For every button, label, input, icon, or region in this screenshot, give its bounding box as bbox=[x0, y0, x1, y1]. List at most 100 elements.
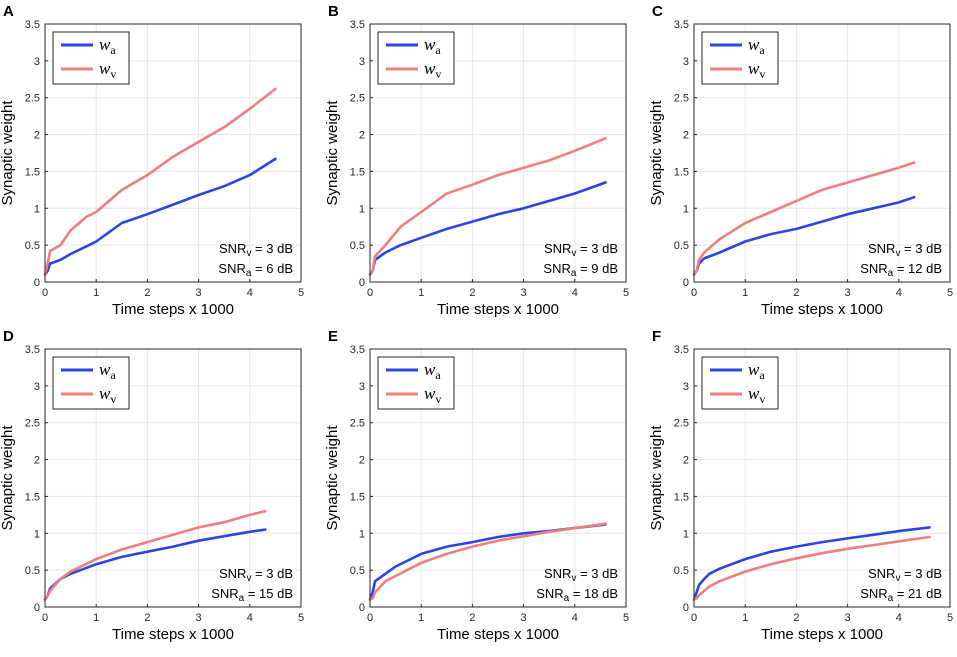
y-tick-label: 1.5 bbox=[674, 166, 689, 178]
x-tick-label: 3 bbox=[521, 287, 527, 299]
snr-value: = 21 dB bbox=[893, 586, 942, 601]
snr-prefix: SNR bbox=[868, 566, 895, 581]
x-tick-label: 3 bbox=[845, 612, 851, 624]
snr-value: = 3 dB bbox=[900, 566, 942, 581]
snr-line: SNRv = 3 dB bbox=[868, 566, 942, 584]
snr-line: SNRa = 21 dB bbox=[860, 586, 942, 604]
y-tick-label: 2.5 bbox=[350, 93, 365, 105]
legend-box bbox=[52, 31, 130, 85]
series-line-w-a bbox=[43, 528, 267, 601]
y-tick-label: 2 bbox=[34, 455, 40, 467]
snr-value: = 15 dB bbox=[244, 586, 293, 601]
y-axis-label: Synaptic weight bbox=[648, 425, 665, 531]
x-tick-label: 0 bbox=[367, 612, 373, 624]
y-tick-label: 0 bbox=[359, 602, 365, 614]
x-tick-label: 2 bbox=[793, 612, 799, 624]
snr-value: = 18 dB bbox=[569, 586, 618, 601]
y-tick-label: 3.5 bbox=[674, 19, 689, 31]
x-axis-label: Time steps x 1000 bbox=[437, 301, 559, 318]
snr-prefix: SNR bbox=[544, 241, 571, 256]
panel-letter: E bbox=[328, 328, 338, 345]
y-tick-label: 3 bbox=[359, 381, 365, 393]
series-line-w-v bbox=[368, 522, 607, 601]
legend-label-subscript: a bbox=[435, 43, 441, 57]
y-tick-label: 3 bbox=[34, 381, 40, 393]
y-tick-label: 3 bbox=[34, 56, 40, 68]
y-tick-label: 1.5 bbox=[350, 491, 365, 503]
y-axis-label: Synaptic weight bbox=[324, 100, 341, 206]
x-tick-label: 0 bbox=[691, 612, 697, 624]
snr-value: = 3 dB bbox=[251, 241, 293, 256]
y-tick-label: 3 bbox=[359, 56, 365, 68]
x-tick-label: 4 bbox=[572, 612, 578, 624]
legend-label-subscript: a bbox=[759, 43, 765, 57]
snr-line: SNRa = 15 dB bbox=[211, 586, 293, 604]
y-tick-label: 0 bbox=[683, 277, 689, 289]
x-tick-label: 5 bbox=[298, 612, 304, 624]
y-tick-label: 1.5 bbox=[25, 491, 40, 503]
series-line-w-v bbox=[43, 509, 267, 601]
x-axis-label: Time steps x 1000 bbox=[761, 626, 883, 643]
snr-line: SNRa = 12 dB bbox=[860, 261, 942, 279]
y-tick-label: 1.5 bbox=[674, 491, 689, 503]
panel-c: C 0 1 2 3 4 5 0 0.5 1 1.5 2 2.5 3 3.5 Time steps x 1000… bbox=[648, 3, 953, 318]
y-tick-label: 1 bbox=[359, 528, 365, 540]
snr-prefix: SNR bbox=[544, 566, 571, 581]
snr-subscript: a bbox=[246, 268, 252, 279]
y-tick-label: 2 bbox=[359, 455, 365, 467]
snr-subscript: v bbox=[895, 573, 900, 584]
legend-label-subscript: a bbox=[435, 368, 441, 382]
x-tick-label: 4 bbox=[896, 612, 902, 624]
panel-letter: A bbox=[3, 3, 14, 20]
x-tick-label: 5 bbox=[623, 287, 629, 299]
legend-box bbox=[701, 356, 779, 410]
panel-letter: D bbox=[3, 328, 14, 345]
x-tick-label: 2 bbox=[144, 612, 150, 624]
axes-box bbox=[693, 348, 951, 608]
snr-line: SNRv = 3 dB bbox=[868, 241, 942, 259]
x-tick-label: 5 bbox=[298, 287, 304, 299]
x-tick-label: 3 bbox=[845, 287, 851, 299]
y-tick-label: 3.5 bbox=[25, 19, 40, 31]
snr-prefix: SNR bbox=[211, 586, 238, 601]
x-tick-label: 2 bbox=[144, 287, 150, 299]
snr-prefix: SNR bbox=[860, 261, 887, 276]
y-tick-label: 2.5 bbox=[674, 93, 689, 105]
snr-line: SNRa = 9 dB bbox=[543, 261, 618, 279]
panel-letter: F bbox=[652, 328, 661, 345]
legend-label-subscript: a bbox=[110, 368, 116, 382]
y-axis-label: Synaptic weight bbox=[324, 425, 341, 531]
snr-prefix: SNR bbox=[219, 566, 246, 581]
snr-value: = 12 dB bbox=[893, 261, 942, 276]
axes-box bbox=[369, 348, 627, 608]
series-line-w-v bbox=[692, 535, 931, 601]
y-tick-label: 2.5 bbox=[25, 418, 40, 430]
snr-subscript: v bbox=[571, 248, 576, 259]
snr-prefix: SNR bbox=[868, 241, 895, 256]
snr-line: SNRv = 3 dB bbox=[544, 241, 618, 259]
snr-prefix: SNR bbox=[543, 261, 570, 276]
snr-prefix: SNR bbox=[536, 586, 563, 601]
panel-letter: B bbox=[328, 3, 339, 20]
snr-annotation: SNRv = 3 dB SNRa = 12 dB bbox=[860, 241, 942, 279]
x-tick-label: 3 bbox=[196, 612, 202, 624]
snr-prefix: SNR bbox=[219, 241, 246, 256]
panel-a: A 0 1 2 3 4 5 0 0.5 1 1.5 2 2.5 3 3.5 Time steps x 1000… bbox=[0, 3, 304, 318]
y-tick-label: 0 bbox=[34, 602, 40, 614]
legend-box bbox=[377, 31, 455, 85]
snr-prefix: SNR bbox=[860, 586, 887, 601]
y-tick-label: 0.5 bbox=[674, 240, 689, 252]
x-tick-label: 4 bbox=[247, 612, 253, 624]
x-tick-label: 1 bbox=[742, 287, 748, 299]
snr-annotation: SNRv = 3 dB SNRa = 9 dB bbox=[543, 241, 618, 279]
snr-value: = 9 dB bbox=[576, 261, 618, 276]
y-axis-label: Synaptic weight bbox=[648, 100, 665, 206]
y-tick-label: 1 bbox=[683, 528, 689, 540]
y-tick-label: 2 bbox=[359, 130, 365, 142]
x-tick-label: 4 bbox=[247, 287, 253, 299]
snr-line: SNRa = 6 dB bbox=[218, 261, 293, 279]
x-tick-label: 5 bbox=[623, 612, 629, 624]
